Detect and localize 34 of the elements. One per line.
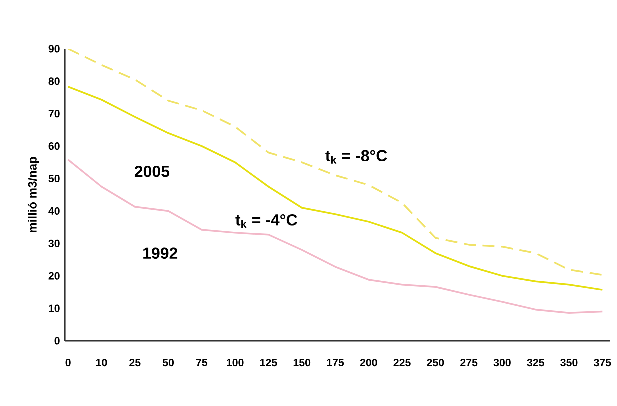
x-tick-label: 275 [460, 359, 478, 367]
y-tick-label: 50 [48, 174, 60, 183]
x-tick-label: 200 [360, 359, 378, 367]
x-tick-label: 25 [130, 359, 141, 367]
y-axis-title: millió m3/nap [28, 157, 40, 233]
x-tick-label: 250 [427, 359, 444, 367]
x-tick-label: 125 [260, 359, 278, 367]
x-tick-label: 350 [560, 359, 578, 367]
x-tick-label: 375 [594, 359, 612, 367]
x-tick-label: 175 [327, 359, 344, 366]
series-label: t$_{k}$ = -8°C [326, 150, 388, 164]
y-tick-label: 40 [48, 207, 60, 215]
x-tick-label: 225 [394, 359, 411, 367]
x-tick-label: 100 [227, 359, 244, 367]
y-tick-label: 70 [48, 110, 60, 118]
x-tick-label: 300 [494, 359, 511, 367]
x-tick-label: 0 [66, 359, 71, 367]
y-tick-label: 0 [54, 337, 60, 345]
series-label: t$_{k}$ = -4°C [236, 214, 298, 228]
y-tick-label: 90 [48, 45, 60, 53]
x-tick-label: 325 [527, 359, 544, 367]
y-tick-label: 10 [49, 304, 60, 312]
line-series [67, 86, 604, 291]
y-tick-label: 20 [48, 272, 60, 280]
line-series [67, 48, 604, 276]
y-tick-label: 30 [48, 240, 60, 248]
y-tick-label: 80 [48, 78, 60, 86]
x-tick-label: 75 [196, 359, 208, 366]
x-tick-label: 10 [96, 359, 108, 367]
annotation: 2005 [134, 166, 170, 178]
x-tick-label: 150 [294, 359, 311, 367]
x-tick-label: 50 [162, 359, 174, 367]
series-label: 1992 [144, 248, 178, 260]
y-tick-label: 60 [48, 142, 60, 150]
